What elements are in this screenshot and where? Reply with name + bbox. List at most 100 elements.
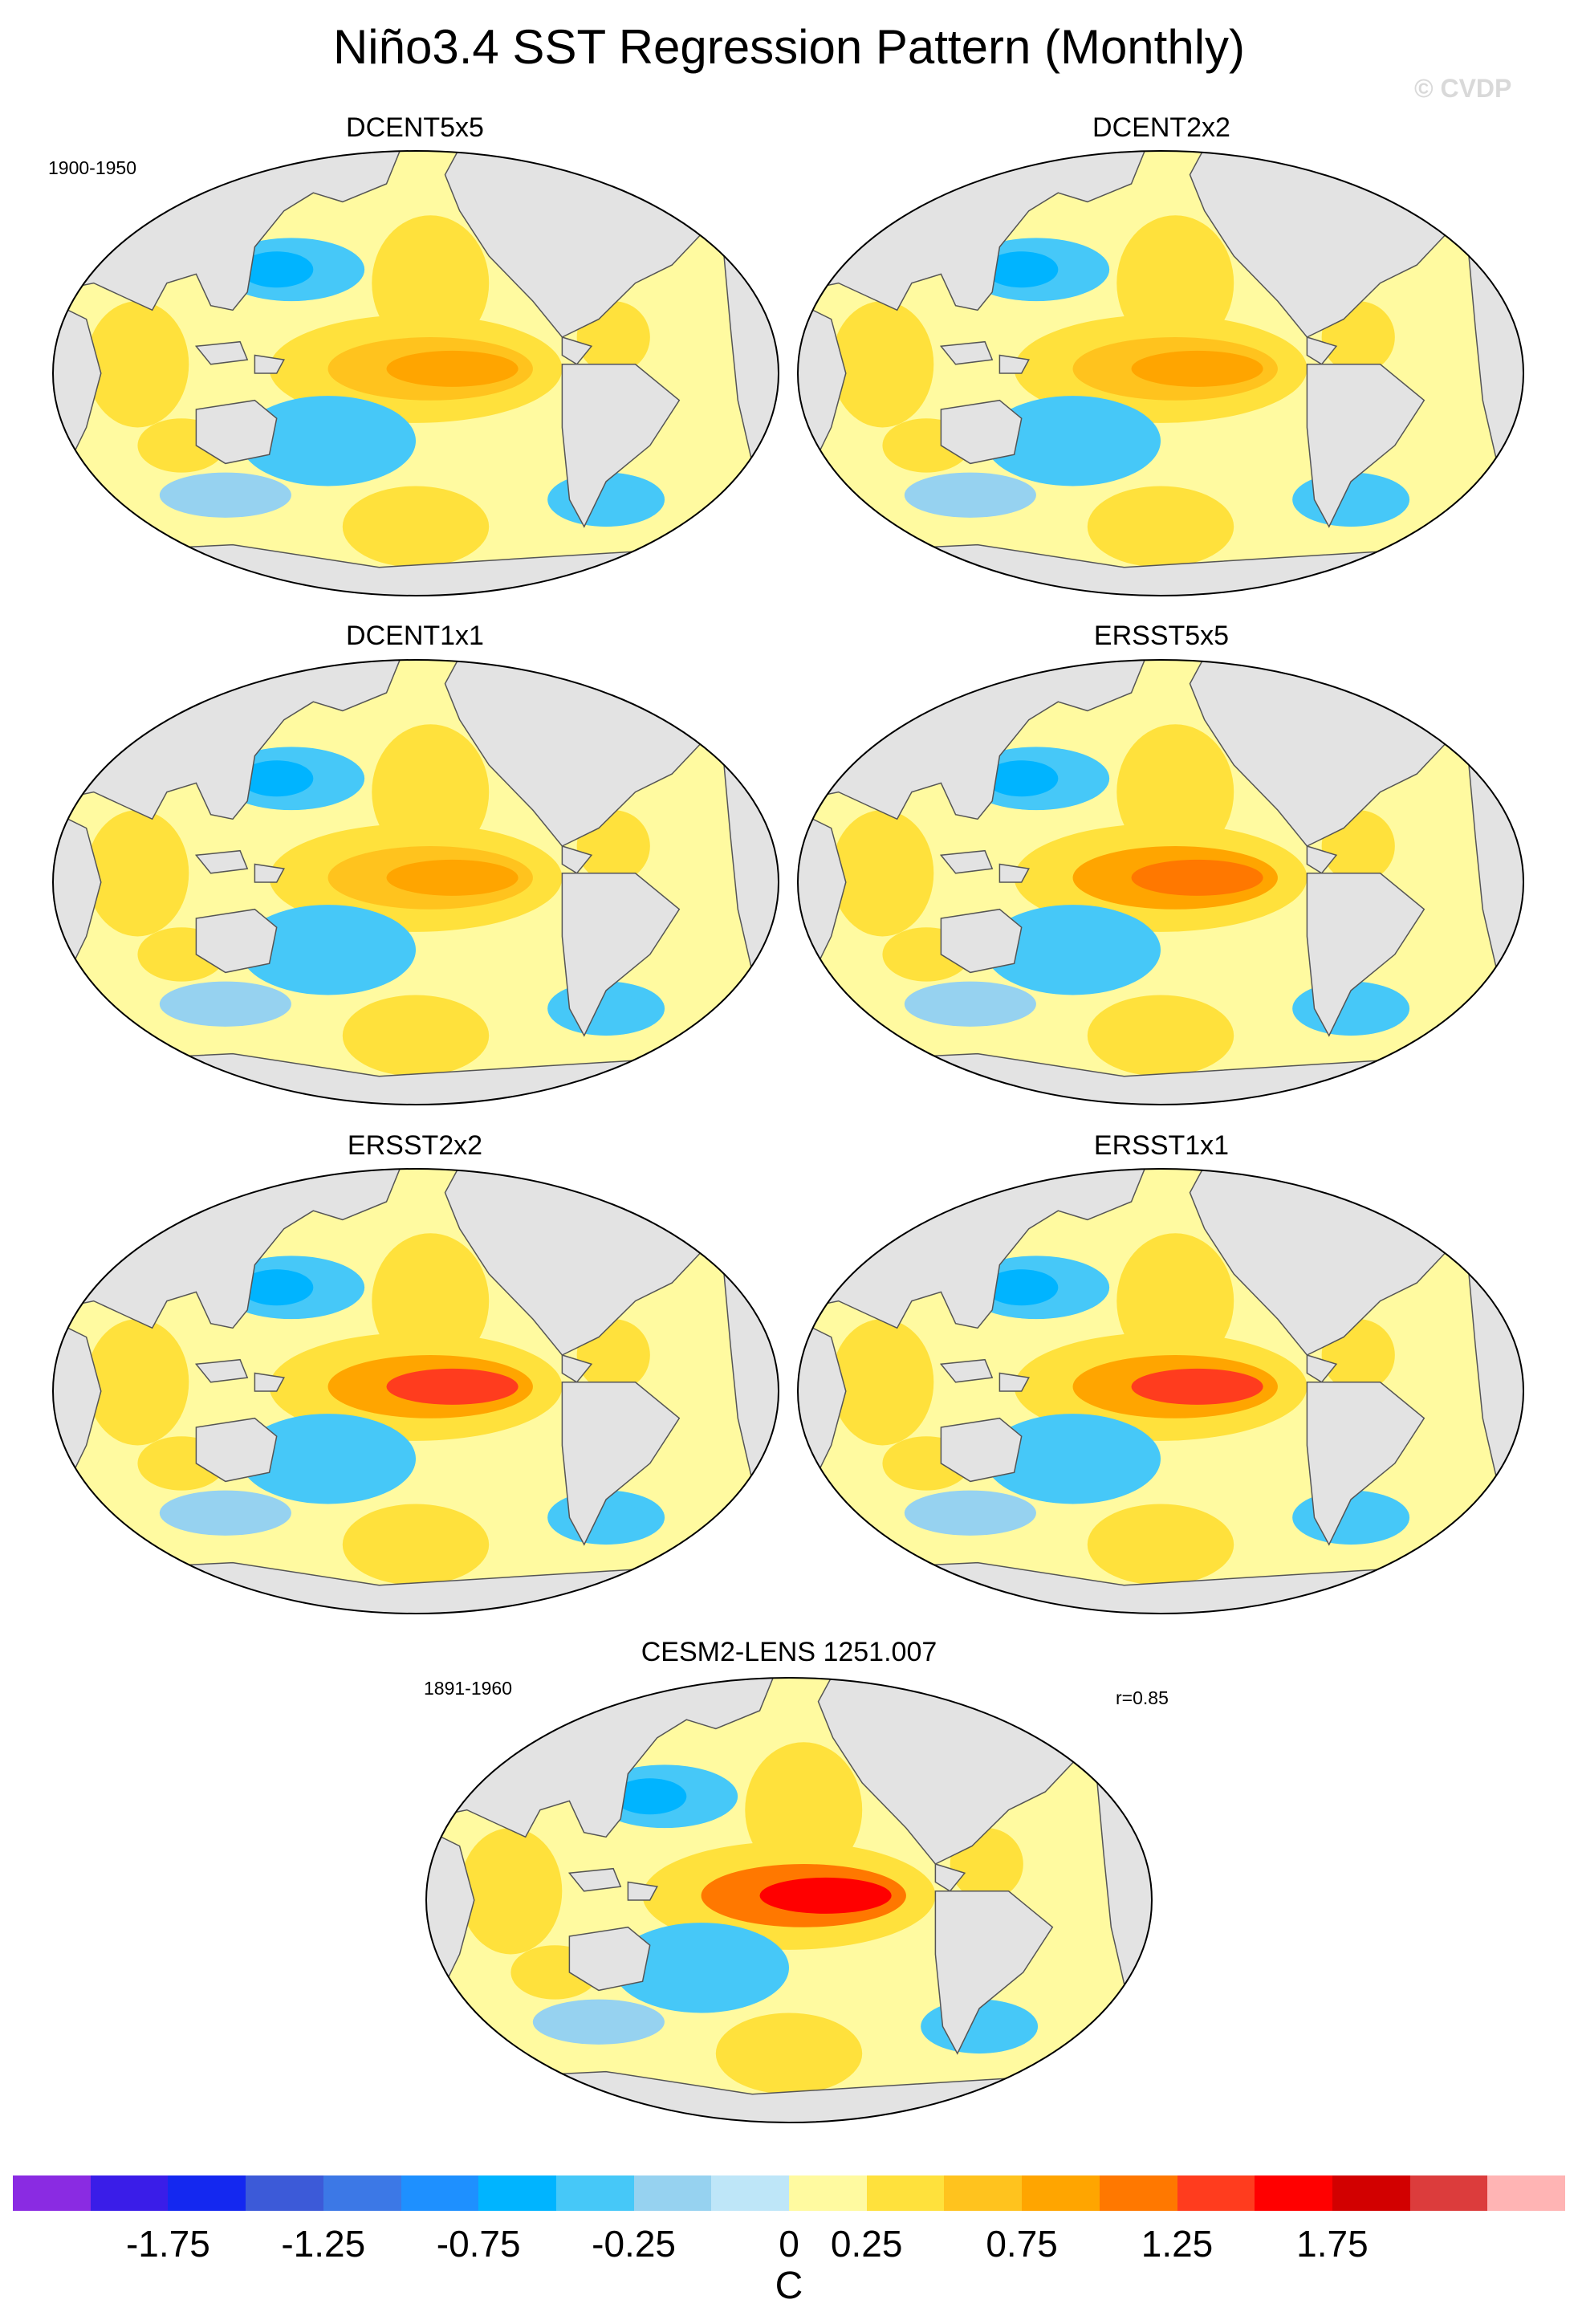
regression-contour	[599, 486, 643, 514]
regression-contour	[904, 1490, 1036, 1536]
regression-contour	[240, 1414, 416, 1504]
panel-title-ersst1x1: ERSST1x1	[1093, 1130, 1230, 1161]
colorbar-cell-13	[1022, 2175, 1100, 2211]
colorbar-cell-19	[1487, 2175, 1566, 2211]
regression-contour	[342, 995, 490, 1077]
regression-contour	[613, 1778, 687, 1815]
regression-contour	[240, 905, 416, 995]
colorbar-cell-6	[478, 2175, 556, 2211]
map-ersst2x2	[52, 1168, 779, 1614]
map-ersst5x5	[797, 659, 1524, 1105]
regression-contour	[1344, 1504, 1388, 1532]
landmass	[1306, 873, 1425, 1037]
colorbar-cell-2	[168, 2175, 246, 2211]
colorbar-cell-18	[1409, 2175, 1488, 2211]
landmass	[195, 908, 278, 974]
landmass	[194, 849, 249, 874]
colorbar-cell-15	[1177, 2175, 1255, 2211]
regression-contour	[715, 2013, 863, 2094]
landmass	[939, 1358, 994, 1383]
regression-contour	[1344, 995, 1388, 1023]
colorbar-cell-10	[789, 2175, 867, 2211]
colorbar-tick-label: 0.75	[986, 2223, 1058, 2265]
map-dcent2x2	[797, 150, 1524, 596]
regression-contour	[985, 396, 1161, 486]
landmass	[567, 1867, 622, 1892]
panel-title-ersst2x2: ERSST2x2	[347, 1130, 483, 1161]
landmass	[998, 863, 1030, 883]
colorbar-tick-label: 1.75	[1296, 2223, 1369, 2265]
regression-contour	[759, 1877, 892, 1914]
regression-contour	[613, 1923, 789, 2013]
regression-contour	[342, 486, 490, 568]
regression-contour	[831, 1319, 934, 1446]
cvdp-watermark: © CVDP	[1414, 74, 1512, 103]
regression-contour	[342, 1504, 490, 1585]
colorbar-unit-label: C	[775, 2265, 803, 2307]
map-frame	[52, 150, 779, 596]
obs-period-label: 1900-1950	[48, 157, 136, 178]
colorbar-cell-8	[633, 2175, 712, 2211]
landmass	[254, 354, 285, 374]
landmass	[561, 364, 681, 528]
regression-contour	[904, 981, 1036, 1027]
colorbar-cell-1	[90, 2175, 169, 2211]
regression-contour	[1131, 1368, 1263, 1405]
regression-contour	[86, 810, 189, 937]
map-frame	[797, 659, 1524, 1105]
landmass	[254, 863, 285, 883]
regression-contour	[532, 1999, 665, 2045]
colorbar-tick-label: 0.25	[830, 2223, 903, 2265]
map-cesm2-lens	[425, 1677, 1153, 2123]
colorbar-cell-5	[401, 2175, 479, 2211]
panel-title-dcent5x5: DCENT5x5	[346, 112, 484, 143]
regression-contour	[86, 301, 189, 428]
regression-contour	[831, 301, 934, 428]
panel-title-dcent2x2: DCENT2x2	[1092, 112, 1230, 143]
regression-contour	[831, 810, 934, 937]
landmass	[195, 1417, 278, 1483]
regression-contour	[985, 251, 1059, 288]
regression-contour	[1087, 486, 1234, 568]
colorbar-cell-3	[246, 2175, 323, 2211]
landmass	[1306, 1382, 1425, 1546]
regression-contour	[159, 472, 291, 518]
colorbar	[13, 2175, 1566, 2211]
regression-contour	[1087, 995, 1234, 1077]
landmass	[627, 1881, 658, 1901]
regression-contour	[1087, 1504, 1234, 1585]
colorbar-tick-label: -0.25	[592, 2223, 677, 2265]
figure-title: Niño3.4 SST Regression Pattern (Monthly)	[332, 20, 1246, 74]
map-frame	[52, 659, 779, 1105]
map-frame	[797, 150, 1524, 596]
regression-contour	[904, 472, 1036, 518]
regression-contour	[972, 2013, 1016, 2041]
landmass	[1306, 364, 1425, 528]
regression-contour	[985, 1269, 1059, 1306]
landmass	[940, 1417, 1023, 1483]
landmass	[940, 399, 1023, 465]
landmass	[939, 340, 994, 365]
colorbar-cell-16	[1255, 2175, 1332, 2211]
panel-title-dcent1x1: DCENT1x1	[346, 621, 484, 651]
regression-contour	[240, 396, 416, 486]
map-frame	[425, 1677, 1153, 2123]
colorbar-cell-4	[323, 2175, 401, 2211]
regression-contour	[159, 1490, 291, 1536]
colorbar-cell-9	[711, 2175, 790, 2211]
colorbar-cell-12	[944, 2175, 1023, 2211]
panel-title-model: CESM2-LENS 1251.007	[641, 1637, 937, 1667]
colorbar-tick-label: -1.25	[281, 2223, 366, 2265]
landmass	[940, 908, 1023, 974]
regression-contour	[1131, 350, 1263, 387]
landmass	[939, 849, 994, 874]
regression-contour	[386, 859, 519, 896]
landmass	[254, 1372, 285, 1392]
landmass	[194, 340, 249, 365]
landmass	[561, 1382, 681, 1546]
colorbar-cell-11	[866, 2175, 945, 2211]
regression-contour	[240, 1269, 314, 1306]
map-frame	[797, 1168, 1524, 1614]
landmass	[194, 1358, 249, 1383]
landmass	[561, 873, 681, 1037]
